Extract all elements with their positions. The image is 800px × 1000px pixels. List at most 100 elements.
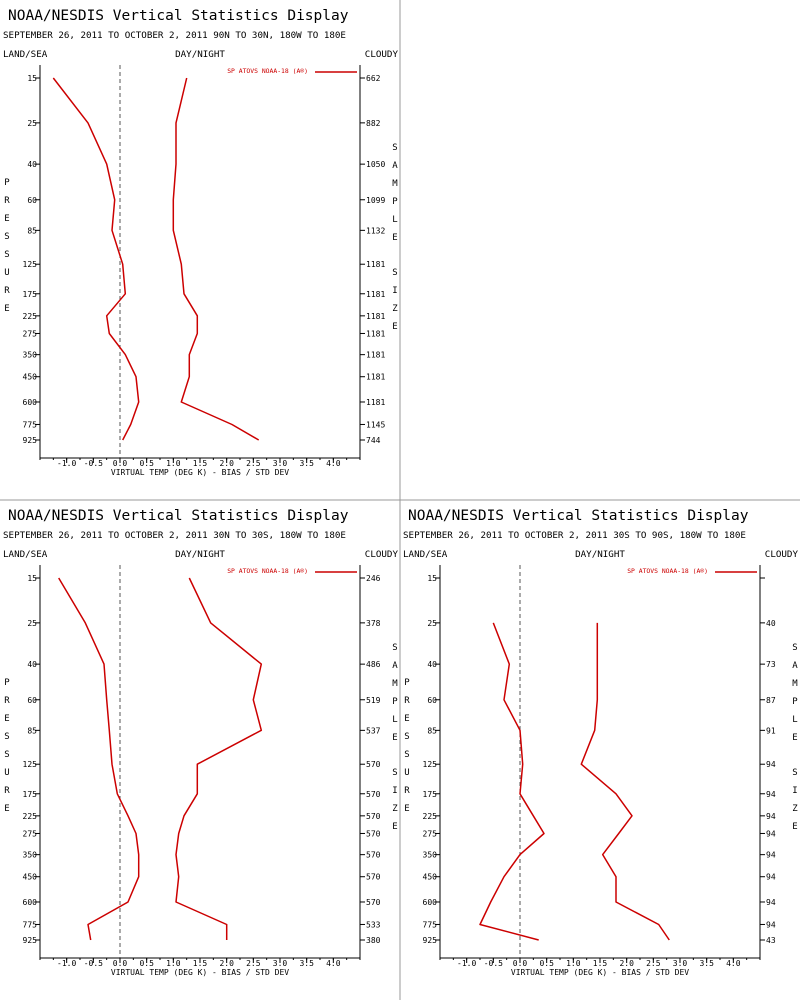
size-axis-letter: Z bbox=[392, 304, 398, 314]
bias-series-line bbox=[58, 577, 140, 941]
header-cloudy: CLOUDY bbox=[765, 549, 799, 560]
pressure-axis-letter: R bbox=[4, 196, 10, 206]
sample-axis-letter: S bbox=[792, 643, 797, 653]
header-day-night: DAY/NIGHT bbox=[575, 549, 625, 560]
header-day-night: DAY/NIGHT bbox=[175, 549, 225, 560]
sample-size-label: 570 bbox=[366, 760, 381, 769]
x-tick-label: 1.5 bbox=[193, 959, 208, 968]
pressure-axis-letter: R bbox=[4, 786, 10, 796]
pressure-axis-letter: E bbox=[404, 804, 409, 814]
pressure-tick-label: 275 bbox=[23, 829, 38, 838]
pressure-tick-label: 60 bbox=[27, 696, 37, 705]
pressure-axis-letter: P bbox=[404, 678, 410, 688]
sample-size-label: 94 bbox=[766, 790, 776, 799]
x-tick-label: 4.0 bbox=[326, 459, 341, 468]
size-axis-letter: S bbox=[792, 768, 797, 778]
sample-size-label: 570 bbox=[366, 898, 381, 907]
sample-size-label: 662 bbox=[366, 74, 381, 83]
size-axis-letter: I bbox=[392, 786, 397, 796]
pressure-axis-letter: R bbox=[4, 696, 10, 706]
sample-axis-letter: M bbox=[792, 679, 798, 689]
pressure-tick-label: 125 bbox=[423, 760, 438, 769]
sample-size-label: 1132 bbox=[366, 226, 385, 235]
pressure-tick-label: 225 bbox=[23, 312, 38, 321]
pressure-tick-label: 125 bbox=[23, 760, 38, 769]
sample-size-label: 1099 bbox=[366, 196, 385, 205]
header-land-sea: LAND/SEA bbox=[3, 549, 48, 560]
sample-size-label: 570 bbox=[366, 829, 381, 838]
sample-axis-letter: P bbox=[792, 697, 798, 707]
sample-size-label: 1181 bbox=[366, 398, 385, 407]
header-land-sea: LAND/SEA bbox=[3, 49, 48, 60]
x-tick-label: 1.0 bbox=[566, 959, 581, 968]
pressure-tick-label: 600 bbox=[23, 898, 38, 907]
pressure-axis-letter: S bbox=[4, 232, 9, 242]
x-tick-label: 2.0 bbox=[219, 959, 234, 968]
x-tick-label: -0.5 bbox=[84, 959, 103, 968]
sample-size-label: 882 bbox=[366, 119, 381, 128]
sample-size-label: 1181 bbox=[366, 290, 385, 299]
sample-size-label: 570 bbox=[366, 790, 381, 799]
x-tick-label: 1.0 bbox=[166, 459, 181, 468]
sample-size-label: 570 bbox=[366, 851, 381, 860]
sample-size-label: 94 bbox=[766, 851, 776, 860]
pressure-tick-label: 600 bbox=[23, 398, 38, 407]
pressure-tick-label: 225 bbox=[423, 812, 438, 821]
sample-size-label: 537 bbox=[366, 726, 381, 735]
sample-axis-letter: L bbox=[392, 715, 397, 725]
pressure-axis-letter: P bbox=[4, 178, 10, 188]
pressure-axis-letter: E bbox=[4, 804, 9, 814]
std-dev-series-line bbox=[175, 577, 263, 940]
x-tick-label: 4.0 bbox=[326, 959, 341, 968]
header-land-sea: LAND/SEA bbox=[403, 549, 448, 560]
pressure-axis-letter: E bbox=[404, 714, 409, 724]
pressure-tick-label: 125 bbox=[23, 260, 38, 269]
pressure-tick-label: 85 bbox=[27, 226, 37, 235]
sample-size-label: 1181 bbox=[366, 312, 385, 321]
size-axis-letter: S bbox=[392, 768, 397, 778]
pressure-axis-letter: P bbox=[4, 678, 10, 688]
header-day-night: DAY/NIGHT bbox=[175, 49, 225, 60]
sample-axis-letter: E bbox=[392, 733, 397, 743]
x-tick-label: -1.0 bbox=[57, 459, 76, 468]
sample-size-label: 94 bbox=[766, 898, 776, 907]
x-tick-label: 0.0 bbox=[113, 959, 128, 968]
x-tick-label: 3.0 bbox=[273, 959, 288, 968]
sample-size-label: 1181 bbox=[366, 329, 385, 338]
pressure-tick-label: 275 bbox=[423, 829, 438, 838]
sample-size-label: 570 bbox=[366, 873, 381, 882]
x-tick-label: -0.5 bbox=[484, 959, 503, 968]
pressure-tick-label: 15 bbox=[427, 574, 437, 583]
std-dev-series-line bbox=[172, 77, 260, 441]
sample-axis-letter: P bbox=[392, 197, 398, 207]
pressure-tick-label: 775 bbox=[423, 920, 438, 929]
x-tick-label: 2.5 bbox=[646, 959, 661, 968]
pressure-tick-label: 175 bbox=[23, 290, 38, 299]
pressure-tick-label: 175 bbox=[23, 790, 38, 799]
bias-series-line bbox=[479, 622, 545, 941]
sample-axis-letter: S bbox=[392, 643, 397, 653]
sample-axis-letter: A bbox=[392, 661, 398, 671]
panel-subtitle: SEPTEMBER 26, 2011 TO OCTOBER 2, 2011 30… bbox=[403, 530, 746, 541]
x-axis-label: VIRTUAL TEMP (DEG K) - BIAS / STD DEV bbox=[111, 968, 289, 977]
x-tick-label: 3.5 bbox=[299, 959, 314, 968]
panel-title: NOAA/NESDIS Vertical Statistics Display bbox=[8, 8, 349, 24]
std-dev-series-line bbox=[580, 622, 670, 941]
x-tick-label: 0.5 bbox=[139, 959, 154, 968]
sample-size-label: 94 bbox=[766, 812, 776, 821]
sample-size-label: 40 bbox=[766, 619, 776, 628]
sample-size-label: 94 bbox=[766, 760, 776, 769]
x-tick-label: 1.5 bbox=[593, 959, 608, 968]
sample-size-label: 73 bbox=[766, 660, 776, 669]
sample-size-label: 533 bbox=[366, 920, 381, 929]
pressure-tick-label: 350 bbox=[23, 351, 38, 360]
sample-size-label: 43 bbox=[766, 936, 776, 945]
sample-size-label: 246 bbox=[366, 574, 381, 583]
x-tick-label: 4.0 bbox=[726, 959, 741, 968]
sample-size-label: 1181 bbox=[366, 351, 385, 360]
pressure-tick-label: 600 bbox=[423, 898, 438, 907]
size-axis-letter: E bbox=[392, 822, 397, 832]
sample-size-label: 91 bbox=[766, 726, 776, 735]
pressure-tick-label: 40 bbox=[27, 160, 37, 169]
